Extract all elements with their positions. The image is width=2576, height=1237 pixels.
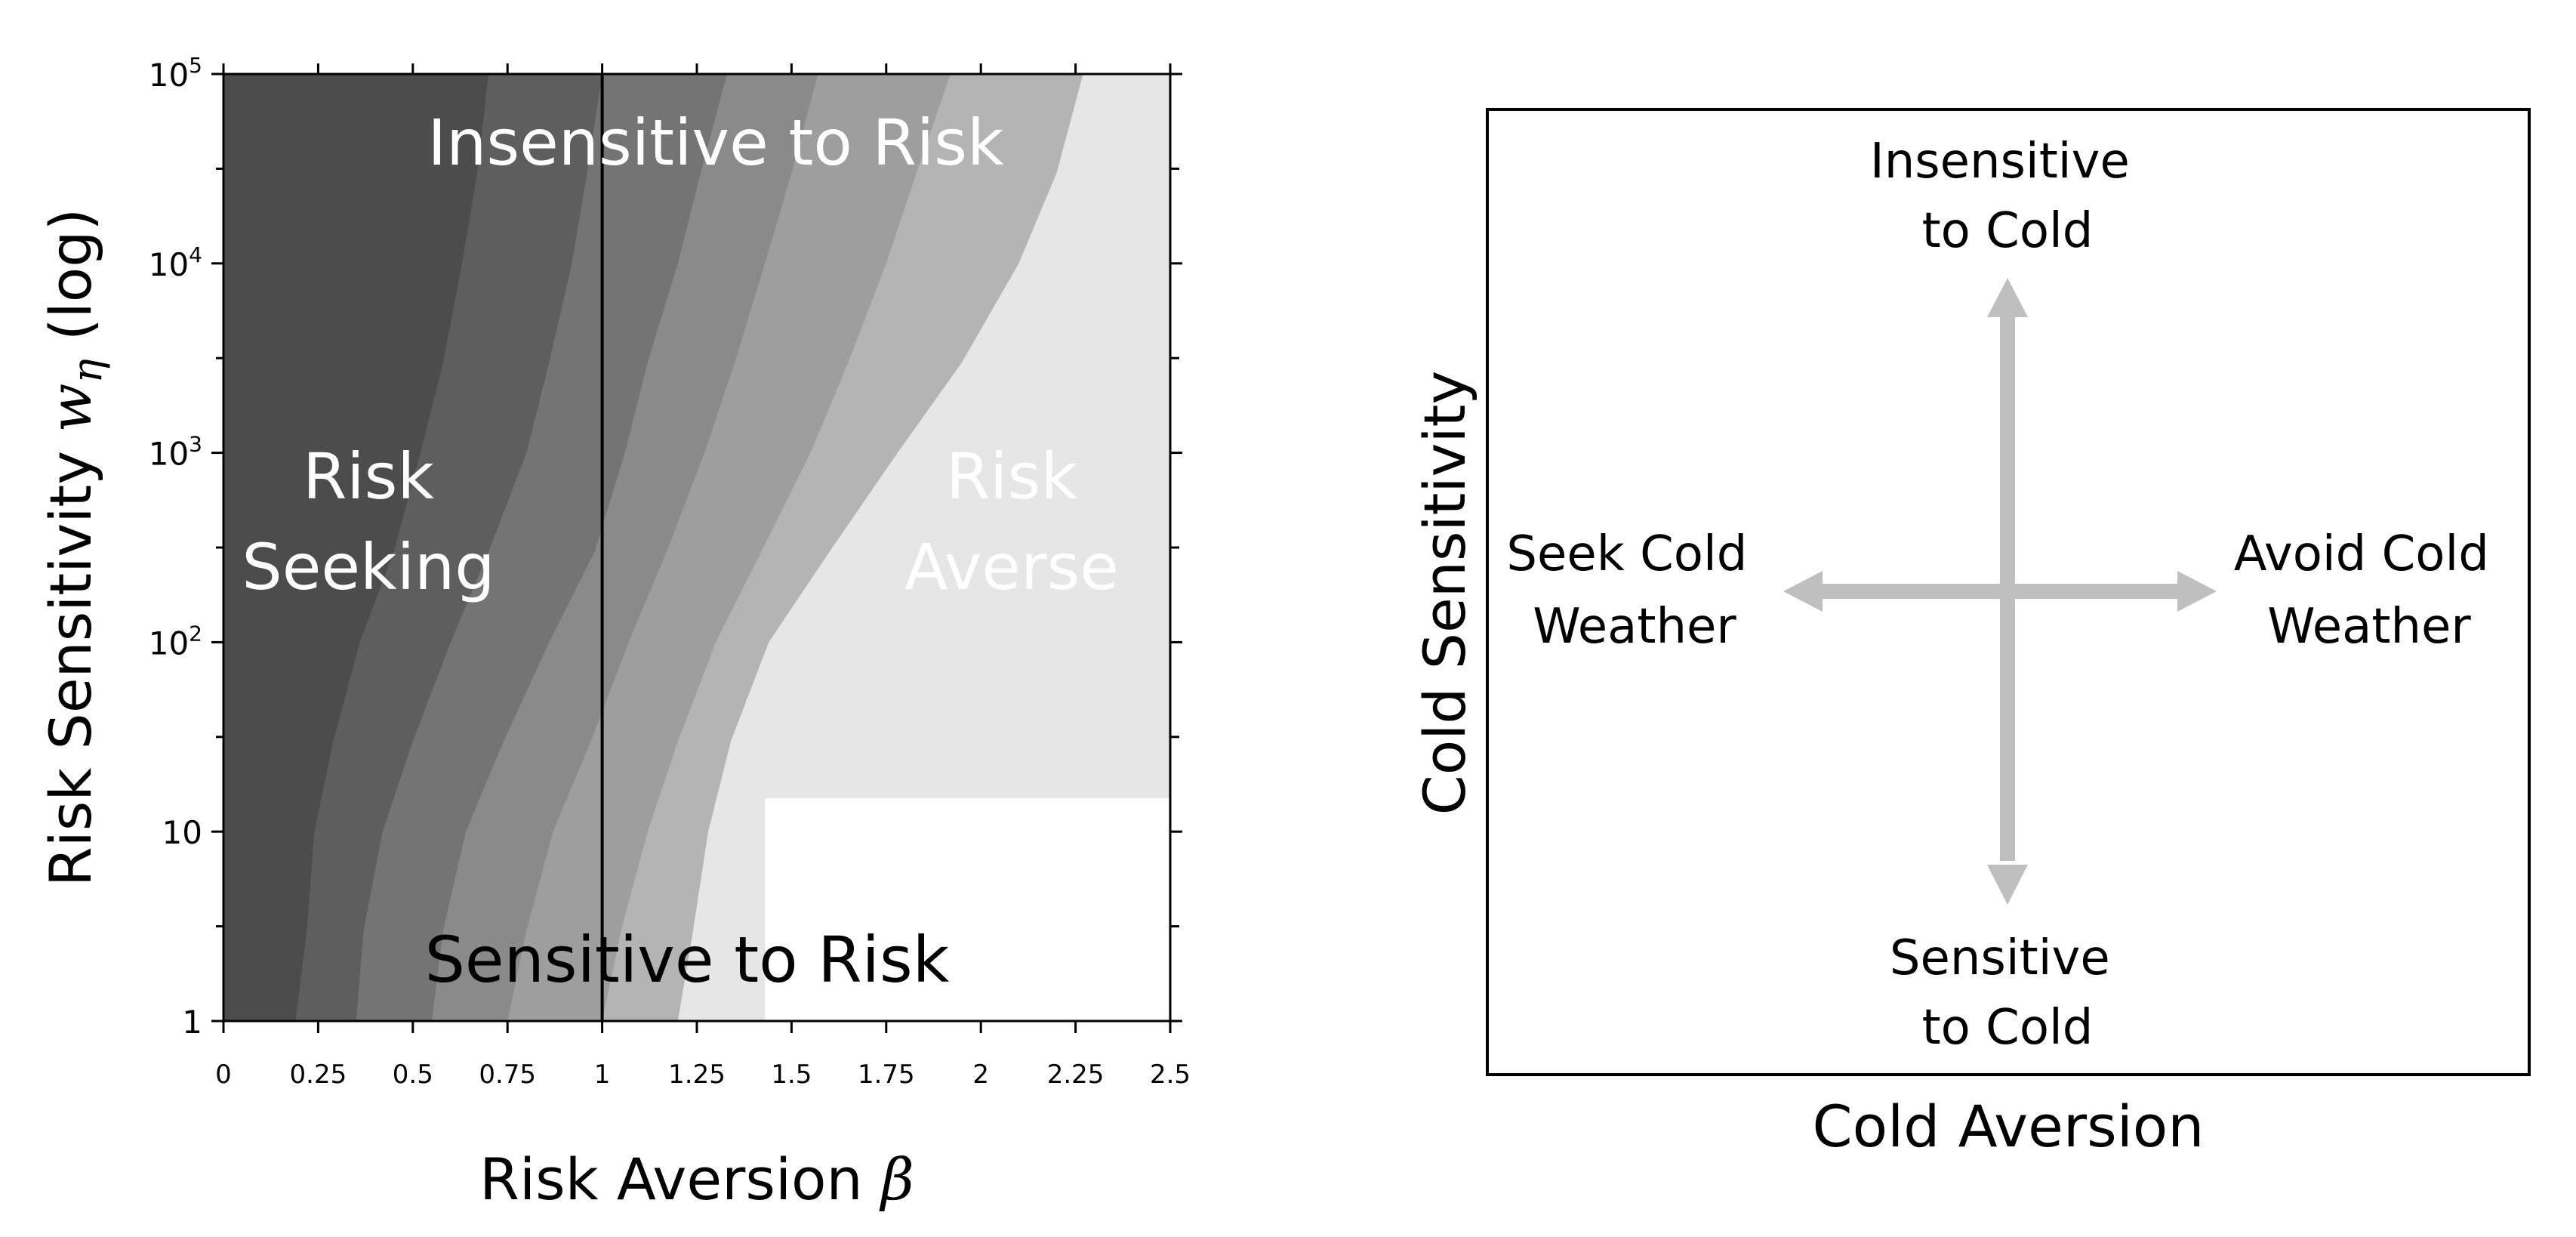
label-top: Insensitive to Cold <box>1870 134 2145 259</box>
y-tick-label: 102 <box>149 621 202 662</box>
label-bottom: Sensitive to Cold <box>1890 930 2125 1056</box>
x-tick-label: 0.75 <box>479 1060 536 1090</box>
y-tick-label: 104 <box>149 242 202 283</box>
x-tick-label: 2.25 <box>1047 1060 1105 1090</box>
x-tick-label: 2 <box>972 1060 989 1090</box>
region-white <box>765 798 1170 1021</box>
x-tick-label: 0.25 <box>290 1060 347 1090</box>
x-tick-label: 0 <box>215 1060 232 1090</box>
risk-heatmap-chart: 0 0.25 0.5 0.75 1 1.25 1.5 1.75 2 2.25 2.5 1101021… <box>37 53 1191 1213</box>
x-tick-label: 2.5 <box>1150 1060 1191 1090</box>
x-axis-label: Risk Aversion β <box>479 1146 914 1213</box>
x-axis-ticks: 0 0.25 0.5 0.75 1 1.25 1.5 1.75 2 2.25 2.5 <box>215 63 1191 1090</box>
y-tick-label: 10 <box>162 814 202 851</box>
y-tick-label: 105 <box>149 53 202 94</box>
x-tick-label: 1.75 <box>858 1060 915 1090</box>
y-axis-ticks: 1 10 102 103 104 105 <box>149 53 1182 1041</box>
heatmap-annotations: Insensitive to Risk Risk Seeking Risk Averse… <box>242 106 1119 997</box>
y-axis-label: Risk Sensitivity wη (log) <box>37 208 111 887</box>
x-tick-label: 0.5 <box>393 1060 433 1090</box>
horizontal-arrow <box>1783 571 2217 612</box>
x-tick-label: 1 <box>594 1060 611 1090</box>
label-right: Avoid Cold Weather <box>2234 526 2504 655</box>
diagram-x-axis-label: Cold Aversion <box>1813 1093 2205 1160</box>
label-left: Seek Cold Weather <box>1506 526 1762 655</box>
diagram-y-axis-label: Cold Sensitivity <box>1411 371 1478 816</box>
annotation-sensitive: Sensitive to Risk <box>425 923 950 997</box>
diagram-frame <box>1486 108 2531 1076</box>
x-tick-label: 1.25 <box>668 1060 726 1090</box>
annotation-seeking: Risk Seeking <box>242 440 495 604</box>
annotation-insensitive: Insensitive to Risk <box>427 106 1004 180</box>
y-tick-label: 103 <box>149 432 202 473</box>
cold-diagram: Insensitive to Cold Sensitive to Cold Se… <box>1411 108 2531 1160</box>
annotation-averse: Risk Averse <box>904 440 1119 604</box>
x-tick-label: 1.5 <box>771 1060 812 1090</box>
heatmap-regions <box>223 74 1170 1021</box>
y-tick-label: 1 <box>182 1004 202 1041</box>
